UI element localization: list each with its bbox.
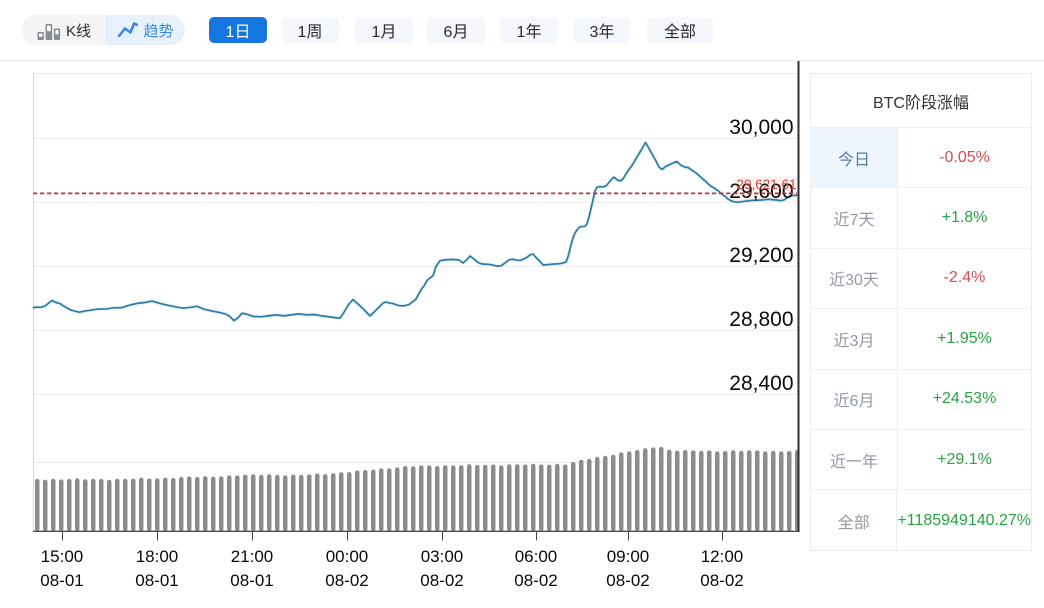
svg-text:08-02: 08-02 [700, 571, 743, 590]
svg-text:21:00: 21:00 [231, 547, 274, 566]
svg-text:08-02: 08-02 [420, 571, 463, 590]
svg-text:08-01: 08-01 [230, 571, 273, 590]
svg-text:18:00: 18:00 [136, 547, 179, 566]
svg-text:08-02: 08-02 [606, 571, 649, 590]
svg-text:28,800: 28,800 [729, 308, 793, 331]
svg-text:08-02: 08-02 [514, 571, 557, 590]
svg-text:08-01: 08-01 [135, 571, 178, 590]
svg-text:12:00: 12:00 [701, 547, 744, 566]
svg-text:03:00: 03:00 [421, 547, 464, 566]
svg-text:28,400: 28,400 [729, 372, 793, 395]
svg-text:29,200: 29,200 [729, 244, 793, 267]
svg-text:00:00: 00:00 [326, 547, 369, 566]
svg-text:29,600: 29,600 [729, 180, 793, 203]
svg-text:15:00: 15:00 [41, 547, 84, 566]
svg-text:08-02: 08-02 [325, 571, 368, 590]
svg-text:06:00: 06:00 [515, 547, 558, 566]
svg-text:09:00: 09:00 [607, 547, 650, 566]
svg-text:08-01: 08-01 [40, 571, 83, 590]
svg-text:30,000: 30,000 [729, 116, 793, 139]
svg-text:29,621.61: 29,621.61 [736, 177, 796, 192]
